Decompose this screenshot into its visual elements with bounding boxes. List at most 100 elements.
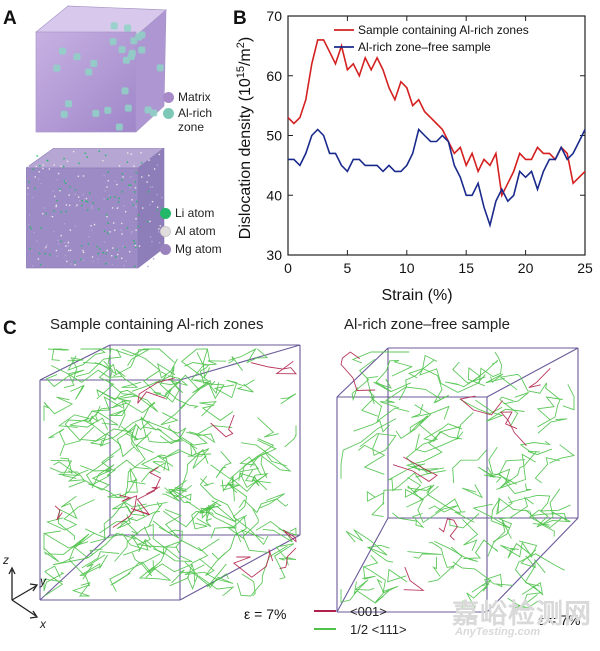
dislocation-line	[88, 477, 138, 499]
dislocation-line	[375, 359, 414, 392]
al-rich-zone-blob	[122, 56, 130, 64]
dislocation-line	[459, 398, 503, 415]
dislocation-line	[376, 578, 399, 594]
atom-dot	[147, 191, 150, 193]
atom-dot	[70, 150, 72, 152]
atom-dot	[112, 222, 115, 224]
atom-dot	[86, 156, 88, 158]
dislocation-line	[186, 431, 216, 444]
atom-dot	[103, 174, 105, 177]
dislocation-line	[213, 379, 255, 399]
dislocation-line	[240, 529, 265, 540]
dislocation-line	[353, 579, 375, 595]
atom-dot	[116, 249, 118, 251]
atom-dot	[44, 252, 46, 255]
atom-dot	[106, 186, 108, 188]
atom-dot	[29, 226, 31, 228]
atom-dot	[64, 182, 67, 184]
atom-dot	[26, 193, 29, 196]
dislocation-line	[529, 511, 568, 529]
box-edge	[39, 344, 111, 381]
dislocation-line	[500, 540, 538, 558]
atom-dot	[140, 162, 143, 164]
atom-dot	[78, 199, 81, 202]
atom-dot	[142, 207, 144, 209]
dislocation-line	[107, 431, 152, 499]
dislocation-line	[462, 518, 479, 551]
dislocation-line	[532, 488, 561, 526]
atom-dot	[117, 206, 119, 209]
atom-dot	[40, 227, 42, 229]
box-edge	[336, 517, 389, 613]
atom-dot	[80, 245, 83, 247]
dislocation-line	[415, 432, 459, 453]
dislocation-line	[50, 365, 122, 383]
dislocation-line	[140, 454, 166, 474]
x-tick-label: 10	[399, 260, 415, 276]
atom-dot	[107, 171, 110, 173]
atom-dot	[64, 223, 66, 225]
atom-dot	[68, 204, 71, 207]
atom-dot	[141, 176, 143, 178]
dislocation-line	[134, 420, 183, 442]
atom-dot	[109, 196, 112, 199]
dislocation-line	[255, 520, 293, 543]
atom-dot	[111, 207, 114, 209]
legend-label-2: Al-rich zone–free sample	[358, 40, 491, 54]
atom-dot	[59, 190, 61, 192]
atom-dot	[42, 213, 44, 215]
atom-dot	[146, 220, 149, 223]
dislocation-line	[160, 404, 186, 426]
dislocation-line	[165, 488, 192, 503]
dislocation-line	[131, 366, 188, 392]
atom-dot	[69, 249, 72, 251]
dislocation-line	[88, 402, 127, 430]
dislocation-line	[120, 424, 154, 454]
atom-dot	[97, 252, 99, 255]
atom-dot	[152, 258, 155, 260]
dislocation-line	[435, 498, 475, 523]
watermark-cn: 嘉峪检测网	[452, 599, 592, 629]
atom-dot	[67, 242, 70, 244]
atom-dot	[114, 196, 116, 198]
atom-dot	[158, 228, 160, 230]
dislocation-line	[184, 362, 211, 384]
dislocation-line	[537, 387, 561, 428]
dislocation-line	[282, 529, 297, 543]
al-rich-zone-blob	[124, 24, 132, 32]
atom-dot	[120, 229, 122, 231]
atom-dot	[53, 230, 55, 233]
atom-dot	[105, 252, 107, 255]
legend-item-001: <001>	[314, 602, 407, 620]
dislocation-line	[373, 378, 411, 393]
legend-label-zone: zone	[178, 120, 205, 134]
dislocation-line	[121, 348, 150, 366]
legend-label-li: Li atom	[175, 206, 215, 220]
dislocation-line	[99, 401, 156, 447]
al-rich-zone-blob	[60, 110, 68, 118]
atom-dot	[34, 176, 36, 178]
atom-dot	[60, 234, 62, 237]
dislocation-chart: 0 5 10 15 20 25 30 40 50 60 70 Strain (%) Dislocat…	[235, 8, 593, 304]
dislocation-line	[60, 457, 73, 475]
atom-dot	[103, 230, 106, 232]
atom-dot	[135, 218, 137, 220]
atom-dot	[107, 222, 109, 225]
dislocation-line	[232, 549, 274, 578]
dislocation-line	[156, 358, 178, 379]
atom-dot	[111, 255, 113, 257]
dislocation-line	[165, 374, 200, 409]
atom-dot	[117, 250, 119, 252]
atom-dot	[149, 220, 151, 223]
dislocation-line	[199, 401, 234, 421]
dislocation-line	[407, 368, 450, 404]
atom-dot	[135, 206, 137, 208]
atom-dot	[32, 168, 35, 171]
atom-dot	[57, 172, 60, 175]
atom-dot	[60, 165, 62, 167]
atom-dot	[75, 205, 77, 207]
atom-dot	[54, 195, 56, 198]
dislocation-line	[215, 451, 232, 478]
dislocation-line	[109, 562, 152, 592]
sphere-icon	[163, 91, 174, 103]
